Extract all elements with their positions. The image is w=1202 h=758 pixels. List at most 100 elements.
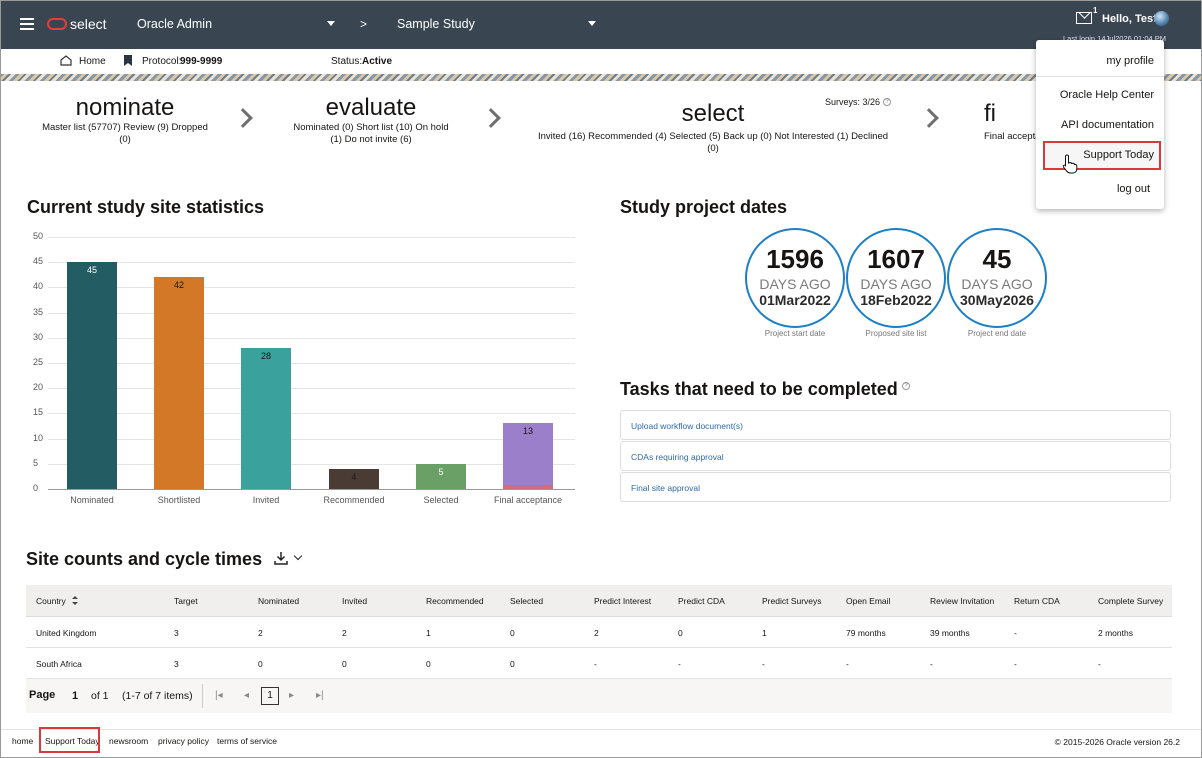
avatar[interactable] [1154,11,1169,26]
bar[interactable] [154,277,204,489]
y-tick-label: 50 [33,231,44,241]
stage-counts: Master list (57707) Review (9) Dropped (… [42,122,208,145]
protocol-label: Protocol: [142,56,182,67]
menu-item-support-highlight [1043,141,1161,170]
table-title: Site counts and cycle times [26,549,263,569]
stage-title: select [681,100,745,127]
x-tick-label: Nominated [70,495,114,505]
help-icon[interactable]: ? [902,382,910,390]
stage-title: nominate [75,94,175,121]
last-page-icon[interactable]: ▸| [316,690,324,701]
table-cell: South Africa [36,659,82,669]
date-circle-end: 45 DAYS AGO 30May2026 [947,228,1047,328]
y-tick-label: 40 [33,281,44,292]
bar[interactable] [416,463,466,489]
date-caption: Project end date [967,329,1027,338]
stage-evaluate[interactable]: evaluate Nominated (0) Short list (10) O… [292,94,450,146]
task-link[interactable]: Upload workflow document(s) [620,410,1171,440]
menu-item-my-profile[interactable]: my profile [1106,55,1154,67]
sort-icon[interactable] [72,596,78,605]
stage-final[interactable]: fi Final accepta [984,100,1040,143]
column-header: Complete Survey [1098,596,1164,606]
bar[interactable] [67,262,117,489]
menu-item-logout[interactable]: log out [1116,183,1150,195]
column-header: Nominated [258,596,300,606]
chevron-right-icon [233,108,253,128]
prev-page-icon[interactable]: ◂ [244,690,250,701]
days-label: DAYS AGO [961,276,1033,292]
y-tick-label: 45 [33,256,44,267]
org-selector[interactable]: Oracle Admin [137,17,213,31]
gridline [48,413,575,415]
stage-select[interactable]: select Invited (16) Recommended (4) Sele… [533,100,893,155]
task-link[interactable]: CDAs requiring approval [620,441,1171,471]
next-page-icon[interactable]: ▸ [289,690,295,701]
breadcrumb-separator: > [360,17,368,31]
bar[interactable] [241,347,291,489]
task-link[interactable]: Final site approval [620,472,1171,502]
column-header: Return CDA [1014,596,1060,606]
stage-counts: Final accepta [984,131,1040,142]
hamburger-menu-icon[interactable] [20,18,34,30]
bar-value-label: 13 [522,426,533,437]
days-number: 1596 [766,244,824,274]
org-dropdown-icon[interactable] [327,21,335,26]
surveys-count: Surveys: 3/26 [825,97,881,107]
footer-terms-link[interactable]: terms of service [217,736,277,746]
status-value: Active [362,56,393,67]
footer-home-link[interactable]: home [12,736,34,746]
table-cell: 0 [678,628,683,638]
menu-item-support-today[interactable]: Support Today [1083,149,1154,161]
table-cell: 2 months [1098,628,1133,638]
gridline [48,463,575,465]
column-header: Recommended [426,596,484,606]
menu-item-api-docs[interactable]: API documentation [1061,119,1154,131]
chevron-down-icon[interactable] [293,551,303,561]
home-icon[interactable] [60,55,72,66]
oracle-logo-icon [47,18,67,30]
page-button[interactable]: 1 [261,687,279,705]
greeting[interactable]: Hello, Test [1102,13,1157,25]
download-icon[interactable] [274,551,288,565]
bar-value-label: 5 [438,466,444,477]
y-tick-label: 30 [33,331,44,342]
bar[interactable] [503,423,553,485]
menu-divider [1036,76,1164,77]
x-tick-label: Recommended [323,495,385,505]
help-icon[interactable]: ? [883,98,891,106]
bar[interactable] [329,468,379,489]
table-cell: 0 [510,628,515,638]
dates-title: Study project dates [620,197,788,217]
table-cell: 2 [258,628,263,638]
mail-icon[interactable] [1076,6,1092,24]
last-login: Last login 14Jul2026 01:04 PM [1063,34,1166,43]
gridline [48,287,575,289]
tasks-title: Tasks that need to be completed [620,379,898,399]
first-page-icon[interactable]: |◂ [215,690,223,701]
chevron-right-icon [919,108,939,128]
footer-newsroom-link[interactable]: newsroom [109,736,149,746]
table-row[interactable] [26,648,1172,679]
column-header[interactable]: Country [36,596,66,606]
menu-item-help-center[interactable]: Oracle Help Center [1059,89,1154,101]
study-dropdown-icon[interactable] [588,21,596,26]
table-cell: - [594,659,597,669]
footer-privacy-link[interactable]: privacy policy [158,736,210,746]
gridline [48,363,575,364]
y-tick-label: 20 [33,382,44,393]
bar-segment[interactable] [503,485,553,489]
home-link[interactable]: Home [79,56,106,67]
days-number: 1607 [867,244,925,274]
gridline [48,388,575,390]
stage-nominate[interactable]: nominate Master list (57707) Review (9) … [42,94,208,146]
pager-current[interactable]: 1 [72,690,79,702]
table-row[interactable] [26,617,1172,648]
bar-value-label: 4 [351,471,357,482]
table-cell: - [762,659,765,669]
days-number: 45 [982,244,1012,274]
protocol-value: 999-9999 [180,56,223,67]
footer-support-link[interactable]: Support Today [45,736,100,746]
study-selector[interactable]: Sample Study [397,17,475,31]
x-tick-label: Final acceptance [493,495,563,505]
table-cell: 1 [762,628,767,638]
